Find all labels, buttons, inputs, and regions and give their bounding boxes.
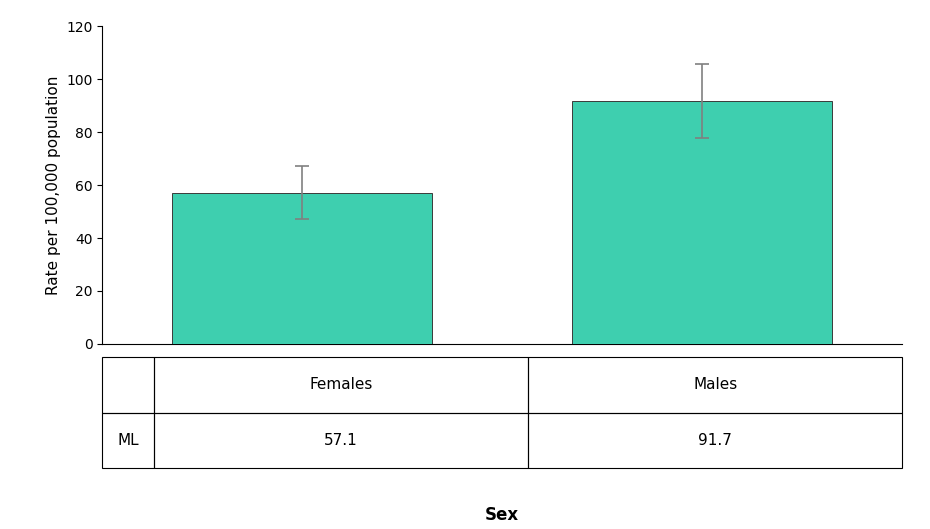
Bar bbox=[172, 193, 432, 344]
Text: 91.7: 91.7 bbox=[698, 433, 732, 448]
Bar bbox=[572, 102, 832, 344]
Text: Males: Males bbox=[693, 377, 737, 393]
Text: 57.1: 57.1 bbox=[325, 433, 358, 448]
Text: Females: Females bbox=[310, 377, 373, 393]
Y-axis label: Rate per 100,000 population: Rate per 100,000 population bbox=[46, 76, 60, 295]
Text: Sex: Sex bbox=[485, 506, 519, 524]
Text: ML: ML bbox=[117, 433, 140, 448]
